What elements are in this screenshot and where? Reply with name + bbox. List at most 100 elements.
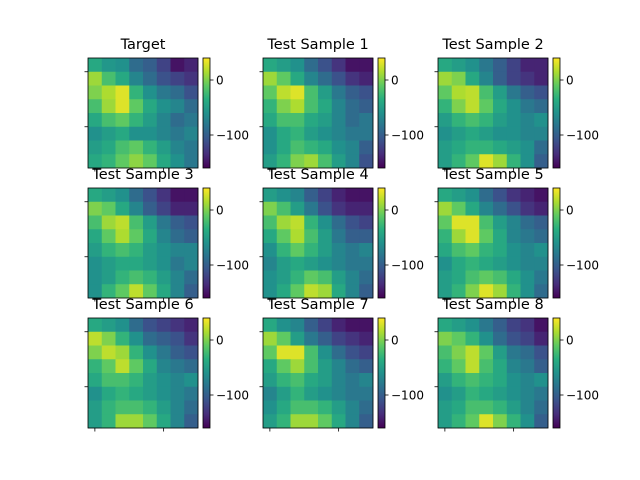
- heatmap-cell: [170, 201, 185, 216]
- heatmap-cell: [493, 99, 508, 114]
- heatmap-cell: [479, 331, 494, 346]
- heatmap-cell: [115, 256, 130, 271]
- heatmap-cell: [276, 400, 291, 415]
- heatmap-cell: [170, 71, 185, 86]
- heatmap-cell: [331, 243, 346, 258]
- colorbar-tick-label: −100: [391, 129, 424, 143]
- heatmap-cell: [345, 243, 360, 258]
- heatmap-cell: [479, 284, 494, 299]
- panel-3: Test Sample 2 0 −100: [434, 37, 599, 172]
- heatmap-cell: [101, 113, 116, 128]
- heatmap-cell: [506, 215, 521, 230]
- heatmap-cell: [304, 85, 319, 100]
- heatmap-cell: [438, 99, 453, 114]
- heatmap-cell: [129, 140, 144, 155]
- heatmap-cell: [318, 85, 333, 100]
- panel-7: Test Sample 6 0 −100: [84, 297, 249, 432]
- heatmap-cell: [520, 126, 535, 141]
- heatmap-cell: [438, 414, 453, 429]
- heatmap-cell: [465, 229, 480, 244]
- heatmap-cell: [345, 71, 360, 86]
- heatmap-cell: [331, 386, 346, 401]
- heatmap-frame: [262, 317, 374, 429]
- heatmap-cell: [465, 140, 480, 155]
- panel-title: Test Sample 6: [91, 297, 193, 313]
- heatmap-cell: [331, 215, 346, 230]
- heatmap-cell: [129, 154, 144, 169]
- heatmap-cell: [184, 243, 199, 258]
- heatmap-cell: [115, 188, 130, 203]
- heatmap-cell: [290, 284, 305, 299]
- heatmap-cell: [263, 113, 278, 128]
- heatmap-cell: [304, 229, 319, 244]
- heatmap-cell: [493, 386, 508, 401]
- heatmap-cell: [290, 126, 305, 141]
- heatmap-cell: [263, 284, 278, 299]
- heatmap-cell: [534, 318, 549, 333]
- heatmap-cell: [115, 318, 130, 333]
- heatmap-cell: [331, 318, 346, 333]
- heatmap-cell: [359, 359, 374, 374]
- heatmap-cell: [170, 99, 185, 114]
- heatmap-cell: [345, 229, 360, 244]
- heatmap-cell: [506, 126, 521, 141]
- colorbar: [377, 317, 386, 429]
- colorbar-tick-label: −100: [216, 129, 249, 143]
- heatmap-cell: [438, 256, 453, 271]
- heatmap-cell: [318, 126, 333, 141]
- heatmap-cell: [465, 71, 480, 86]
- heatmap-cell: [451, 215, 466, 230]
- heatmap-cell: [438, 400, 453, 415]
- heatmap-cell: [438, 318, 453, 333]
- heatmap-cell: [318, 331, 333, 346]
- colorbar-tick-label: 0: [216, 334, 224, 348]
- heatmap-cell: [506, 58, 521, 73]
- heatmap-cell: [331, 85, 346, 100]
- heatmap-cell: [451, 318, 466, 333]
- heatmap-cell: [143, 201, 158, 216]
- heatmap-cell: [263, 126, 278, 141]
- heatmap-cell: [451, 400, 466, 415]
- heatmap-cell: [479, 229, 494, 244]
- heatmap-cell: [520, 113, 535, 128]
- heatmap-cell: [493, 256, 508, 271]
- heatmap-cell: [479, 154, 494, 169]
- heatmap-cell: [534, 154, 549, 169]
- heatmap-cell: [534, 386, 549, 401]
- heatmap-cell: [156, 243, 171, 258]
- heatmap-cell: [479, 345, 494, 360]
- heatmap-cell: [143, 359, 158, 374]
- heatmap-cell: [359, 140, 374, 155]
- heatmap-cell: [143, 188, 158, 203]
- heatmap-cell: [345, 99, 360, 114]
- heatmap-cell: [290, 229, 305, 244]
- heatmap-cell: [345, 256, 360, 271]
- heatmap-cell: [451, 345, 466, 360]
- heatmap-cell: [520, 58, 535, 73]
- heatmap-cell: [318, 270, 333, 285]
- heatmap-cell: [359, 243, 374, 258]
- panel-6: Test Sample 5 0 −100: [434, 167, 599, 302]
- heatmap-cell: [156, 400, 171, 415]
- heatmap-cell: [359, 414, 374, 429]
- heatmap-cell: [184, 284, 199, 299]
- heatmap-cell: [143, 345, 158, 360]
- heatmap-cell: [304, 215, 319, 230]
- heatmap-cell: [451, 229, 466, 244]
- heatmap-cell: [184, 201, 199, 216]
- heatmap-cell: [304, 400, 319, 415]
- panel-8: Test Sample 7 0 −100: [259, 297, 424, 432]
- heatmap-cell: [276, 331, 291, 346]
- heatmap-cell: [115, 243, 130, 258]
- heatmap-cell: [520, 85, 535, 100]
- heatmap-cell: [331, 284, 346, 299]
- heatmap-cell: [143, 318, 158, 333]
- heatmap-cell: [184, 215, 199, 230]
- heatmap-cell: [184, 318, 199, 333]
- heatmap-cell: [88, 154, 103, 169]
- heatmap-cell: [520, 331, 535, 346]
- heatmap-cell: [263, 215, 278, 230]
- heatmap-cell: [493, 414, 508, 429]
- heatmap-cell: [170, 126, 185, 141]
- heatmap-cell: [263, 331, 278, 346]
